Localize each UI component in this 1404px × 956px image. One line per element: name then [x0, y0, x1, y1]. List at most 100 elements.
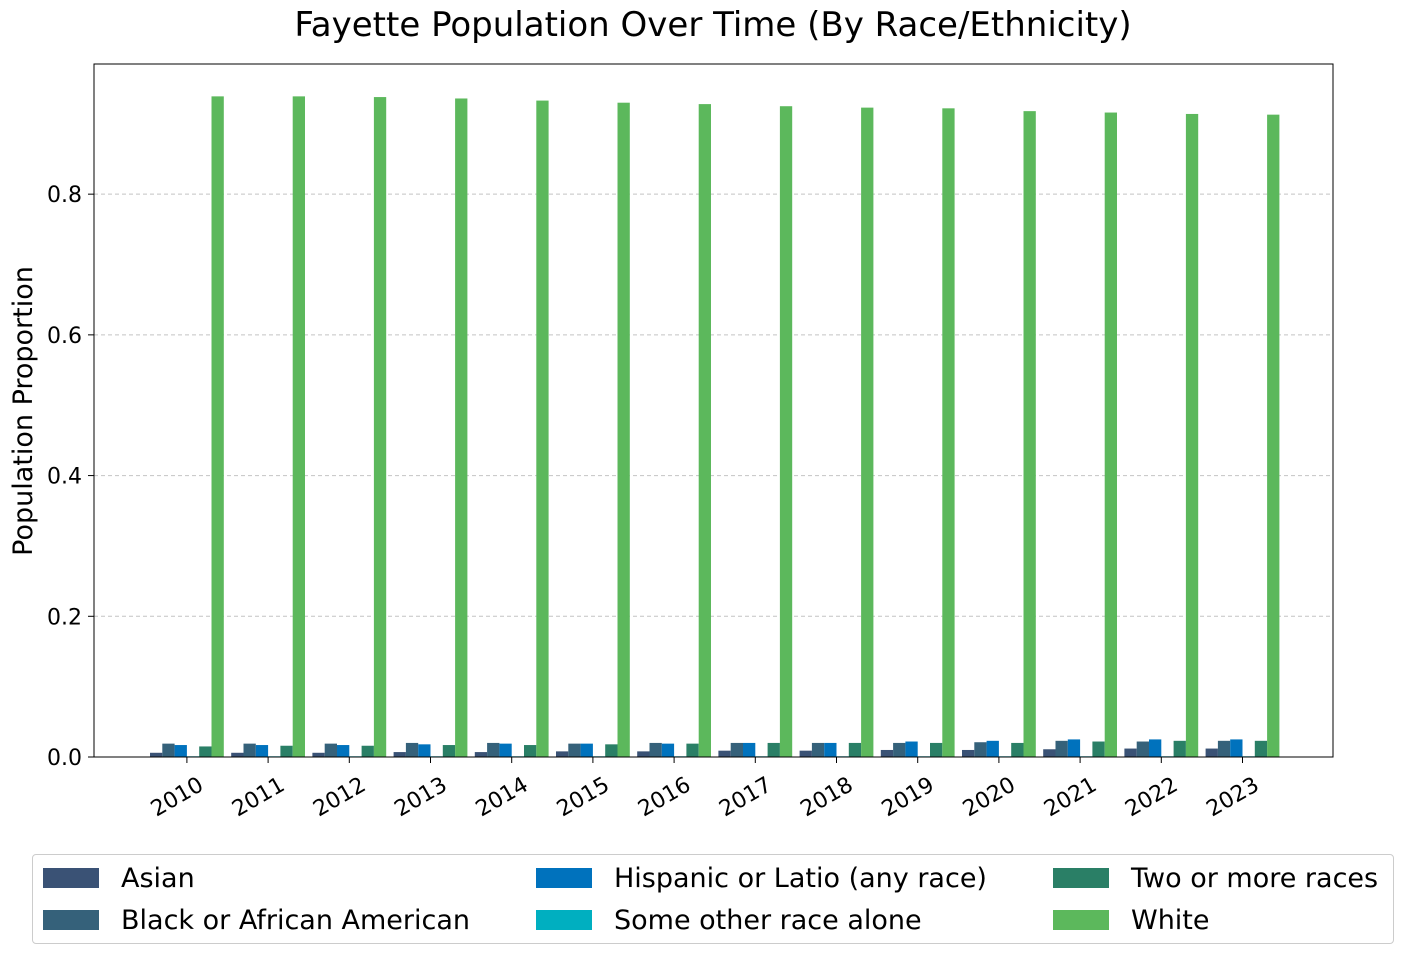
legend-label: Asian [121, 862, 195, 894]
bar [150, 752, 163, 757]
bar [373, 97, 387, 757]
bar [418, 744, 431, 757]
legend-item-other: Some other race alone [536, 904, 922, 936]
legend-swatch [43, 868, 99, 888]
bar [730, 742, 743, 757]
bar [1124, 748, 1137, 757]
legend-label: Some other race alone [614, 904, 922, 936]
bar [292, 96, 305, 757]
x-tick-label: 2018 [797, 773, 858, 823]
bar [1043, 749, 1056, 757]
bar [617, 102, 630, 757]
bar [211, 96, 224, 757]
bar [280, 745, 293, 757]
bar [824, 742, 837, 757]
legend-swatch [536, 910, 592, 930]
bar [580, 743, 593, 757]
bar [974, 742, 987, 757]
bar [861, 107, 874, 758]
bar [455, 98, 468, 757]
chart-title: Fayette Population Over Time (By Race/Et… [294, 5, 1131, 45]
x-tick-label: 2022 [1121, 773, 1182, 823]
x-axis-ticks: 2010 2011 2012 2013 2014 2015 2016 2017 2018 2019… [147, 757, 1264, 822]
bar [942, 108, 955, 758]
legend-label: Black or African American [121, 904, 471, 936]
bar [779, 106, 793, 757]
x-tick-label: 2015 [553, 773, 614, 823]
bar [962, 749, 975, 757]
bar [1254, 740, 1268, 757]
bar [1092, 741, 1105, 757]
bar [893, 742, 906, 757]
bar [174, 745, 187, 757]
bar [1205, 748, 1218, 757]
bar [799, 750, 812, 757]
bar [231, 752, 244, 757]
y-tick-label: 0.6 [47, 324, 82, 349]
legend-swatch [536, 868, 592, 888]
y-tick-label: 0.8 [47, 183, 82, 208]
bar [337, 745, 350, 757]
bar [698, 104, 711, 757]
legend-item-black: Black or African American [43, 904, 471, 936]
x-tick-label: 2016 [634, 773, 695, 823]
x-tick-label: 2010 [147, 773, 208, 823]
x-tick-label: 2021 [1040, 773, 1101, 823]
legend-label: Hispanic or Latio (any race) [614, 862, 987, 894]
bar [1136, 741, 1149, 757]
bar [1217, 740, 1231, 757]
plot-area-frame [93, 63, 1334, 758]
bar [718, 750, 731, 757]
x-tick-label: 2011 [228, 773, 289, 823]
bar [1149, 739, 1162, 757]
bar [556, 751, 569, 757]
bar [1185, 113, 1199, 758]
x-tick-label: 2014 [472, 773, 533, 823]
bar [1011, 742, 1024, 757]
bar [524, 745, 537, 757]
bar [686, 743, 699, 757]
legend: Asian Black or African American Hispanic… [32, 854, 1394, 944]
bar [811, 742, 825, 757]
bar [637, 751, 650, 757]
x-tick-label: 2013 [391, 773, 452, 823]
y-axis-label: Population Proportion [8, 266, 39, 556]
bar [767, 742, 780, 757]
bar [1230, 739, 1243, 757]
legend-item-white: White [1053, 904, 1210, 936]
bar [487, 742, 500, 757]
legend-swatch [1053, 910, 1109, 930]
legend-item-asian: Asian [43, 862, 195, 894]
y-tick-label: 0.0 [47, 746, 82, 771]
bars [150, 96, 1280, 758]
y-axis-ticks: 0.0 0.2 0.4 0.6 0.8 [47, 183, 94, 771]
x-tick-label: 2017 [715, 773, 776, 823]
bar [1067, 739, 1081, 757]
legend-label: Two or more races [1131, 862, 1379, 894]
bar [848, 742, 862, 757]
bar [442, 745, 456, 757]
bar [393, 752, 406, 757]
x-tick-label: 2023 [1203, 773, 1264, 823]
legend-swatch [1053, 868, 1109, 888]
bar [536, 100, 549, 757]
bar [199, 746, 212, 757]
legend-swatch [43, 910, 99, 930]
bar [312, 752, 325, 757]
y-tick-label: 0.2 [47, 605, 82, 630]
bar [405, 742, 419, 757]
grid-lines [94, 193, 1333, 617]
y-tick-label: 0.4 [47, 465, 82, 490]
bar [743, 742, 756, 757]
legend-item-hispanic: Hispanic or Latio (any race) [536, 862, 987, 894]
bar [361, 745, 374, 757]
bar [324, 743, 337, 757]
legend-item-two-or-more: Two or more races [1053, 862, 1379, 894]
bar [1023, 111, 1036, 758]
bar [1104, 112, 1117, 758]
x-tick-label: 2020 [959, 773, 1020, 823]
bar [661, 743, 675, 757]
bar [162, 743, 175, 757]
legend-label: White [1131, 904, 1210, 936]
